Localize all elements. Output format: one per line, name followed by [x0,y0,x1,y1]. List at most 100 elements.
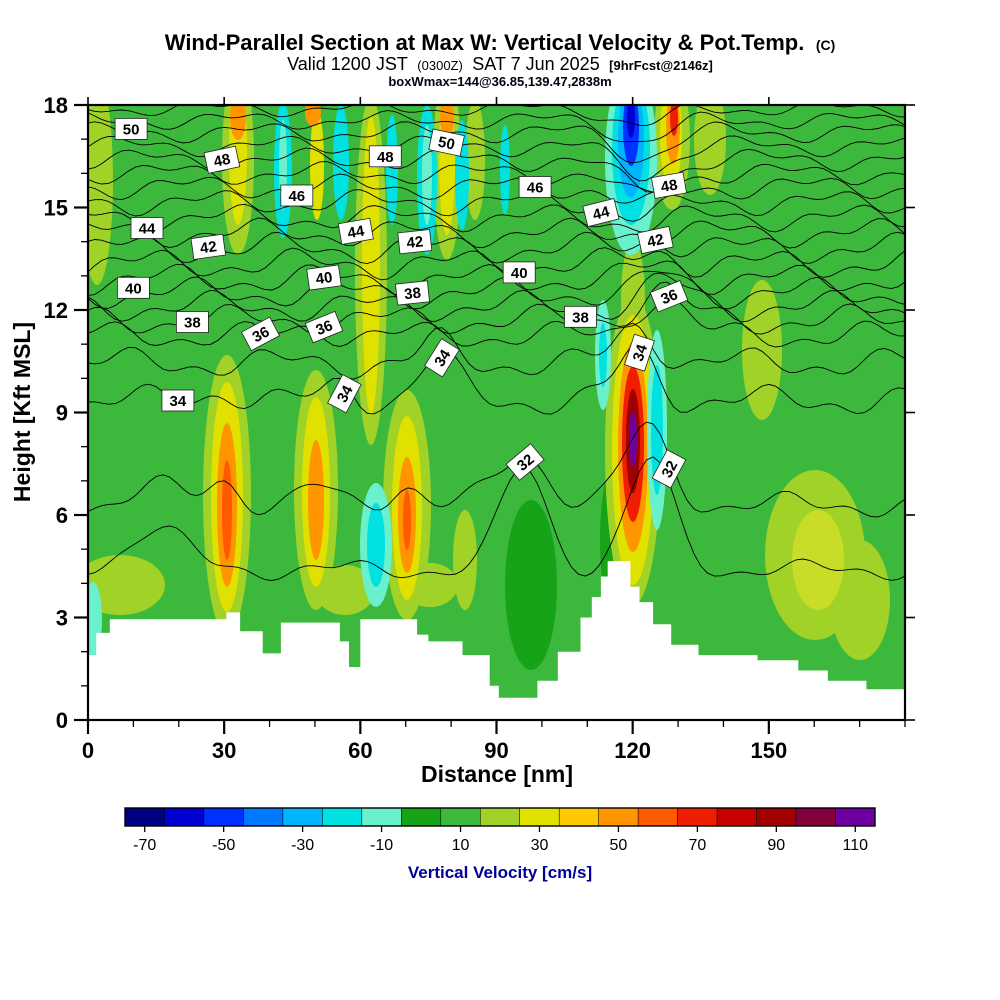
isotherm-label-50: 50 [114,117,148,140]
isotherm-36 [88,298,905,348]
colorbar-tick-label: -30 [291,837,314,854]
isotherm-45 [88,189,905,222]
colorbar-segment [243,807,284,827]
title-unit: (C) [816,37,835,53]
isotherm-label-36: 36 [240,316,281,352]
isotherm-label-box [175,311,209,333]
y-tick-label: 6 [56,503,68,528]
isotherm-label-40: 40 [306,264,342,291]
y-tick-label: 15 [44,196,68,221]
colorbar-tick-label: -50 [212,837,235,854]
isotherm-label-text: 42 [406,233,424,252]
isotherm-37 [88,281,905,337]
isotherm-label-box [327,374,362,414]
valid-time-line: Valid 1200 JST (0300Z) SAT 7 Jun 2025 [9… [287,54,713,74]
isotherm-label-box [240,316,281,352]
isotherm-label-box [116,276,150,299]
isotherm-40 [88,260,905,297]
isotherm-label-text: 38 [572,309,589,326]
velocity-fill-region [386,115,398,225]
isotherm-label-box [637,225,674,255]
forecast-tag: [9hrFcst@2146z] [609,58,713,73]
velocity-fill-region [742,280,782,420]
isotherm-43 [88,217,905,249]
velocity-fill-region [315,565,375,615]
isotherm-label-box [650,171,688,199]
isotherm-label-32: 32 [651,449,687,489]
isotherm-label-box [280,184,314,207]
isotherm-label-38: 38 [395,280,430,306]
y-tick-label: 0 [56,708,68,733]
valid-z-time: (0300Z) [417,58,463,73]
isotherm-label-text: 36 [658,286,680,308]
isotherm-label-42: 42 [397,229,433,255]
colorbar-segment [124,807,165,827]
velocity-fill-region [367,503,385,587]
isotherm-label-text: 40 [511,265,528,282]
colorbar-tick-label: 110 [843,837,869,854]
colorbar-segment [835,807,876,827]
isotherm-33 [88,421,905,518]
isotherm-52 [88,105,905,127]
isotherm-label-text: 36 [250,323,273,346]
isotherm-label-box [624,333,655,372]
colorbar-segment [637,807,678,827]
colorbar-segment [282,807,323,827]
velocity-fill-region [88,105,113,285]
colorbar: -70 -50 -30 -10 10 30 50 70 90 110 [124,807,876,854]
isotherm-label-box [395,280,430,306]
isotherm-label-text: 42 [199,238,218,257]
colorbar-frame [124,807,876,827]
isotherm-label-text: 38 [403,285,421,304]
colorbar-segment [440,807,481,827]
isotherm-label-text: 32 [658,458,681,481]
colorbar-segment [401,807,442,827]
colorbar-segment [519,807,560,827]
isotherm-label-box [190,233,227,260]
x-tick-label: 60 [348,738,372,763]
colorbar-segment [756,807,797,827]
isotherm-label-38: 38 [564,305,597,328]
isotherm-label-box [368,145,402,168]
isotherm-label-46: 46 [518,176,552,198]
x-tick-label: 30 [212,738,236,763]
isotherm-label-text: 48 [212,151,232,171]
valid-prefix: Valid 1200 JST [287,54,408,74]
isotherm-label-36: 36 [649,280,689,313]
isotherm-39 [88,270,905,310]
isotherm-label-38: 38 [175,311,209,333]
isotherm-label-42: 42 [190,233,227,260]
isotherm-label-box [564,305,597,328]
velocity-fill-region [230,105,246,140]
velocity-fill-region [792,510,844,610]
colorbar-segment [558,807,599,827]
colorbar-segment [203,807,244,827]
colorbar-tick-label: -70 [133,837,156,854]
colorbar-segment [716,807,757,827]
isotherm-label-48: 48 [368,145,402,168]
isotherm-41 [88,247,905,281]
isotherm-46 [88,173,905,204]
isotherm-32 [88,456,905,581]
isotherm-label-box [502,261,536,284]
isotherm-label-50: 50 [428,128,465,157]
x-axis-title: Distance [nm] [421,761,573,787]
isotherm-label-text: 40 [125,280,142,297]
isotherm-label-box [161,389,195,412]
isotherm-label-text: 46 [288,188,305,205]
colorbar-segment [480,807,520,827]
isotherm-label-text: 50 [436,134,456,154]
isotherm-label-text: 42 [646,231,666,251]
isotherm-label-box [397,229,433,255]
velocity-fill-region [670,105,678,136]
isotherm-label-text: 44 [591,203,612,224]
isotherm-label-44: 44 [337,217,374,245]
y-tick-label: 18 [44,93,68,118]
isotherm-35 [88,322,905,380]
isotherm-label-text: 50 [123,121,140,138]
isotherm-label-text: 44 [139,221,156,238]
isotherm-label-34: 34 [327,374,362,414]
isotherm-label-text: 40 [315,269,334,288]
